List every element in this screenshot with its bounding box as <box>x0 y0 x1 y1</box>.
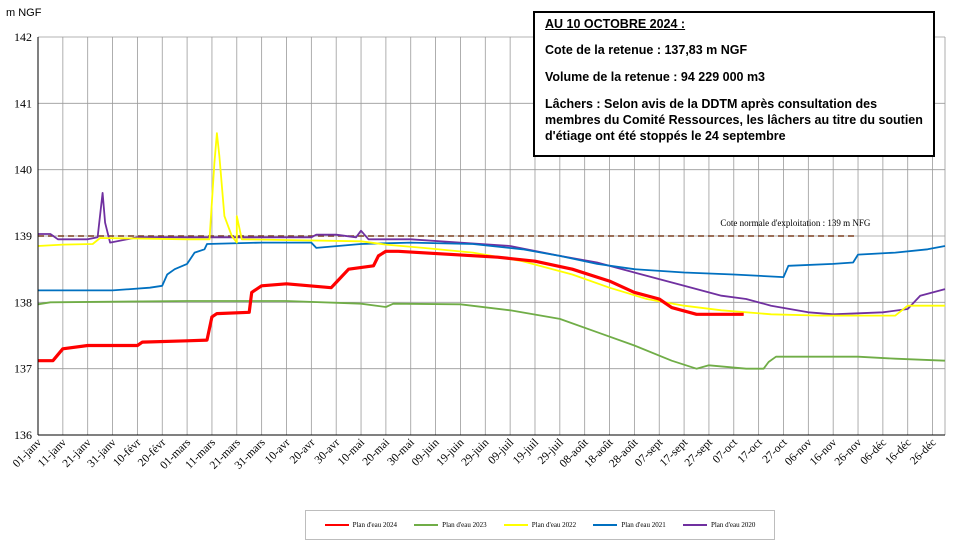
x-tick-label: 10-mai <box>336 437 368 469</box>
series-line <box>38 241 946 292</box>
y-tick-label: 142 <box>14 30 32 44</box>
legend-label: Plan d'eau 2020 <box>710 521 756 529</box>
series-line <box>38 249 744 363</box>
series-lines <box>37 132 946 370</box>
chart-legend: Plan d'eau 2024 Plan d'eau 2023 Plan d'eau… <box>305 510 775 540</box>
legend-label: Plan d'eau 2021 <box>621 521 666 529</box>
x-tick-label: 20-mai <box>360 437 392 469</box>
legend-swatch <box>414 524 439 526</box>
legend-item: Plan d'eau 2023 <box>414 521 487 529</box>
info-volume: Volume de la retenue : 94 229 000 m3 <box>545 70 766 84</box>
series-line <box>38 192 946 316</box>
x-tick-label: 31-janv <box>85 436 119 470</box>
x-tick-label: 20-avr <box>288 437 318 467</box>
y-axis-title: m NGF <box>6 7 42 19</box>
y-tick-label: 141 <box>14 96 32 110</box>
x-tick-label: 19-juil <box>511 437 541 467</box>
info-cote: Cote de la retenue : 137,83 m NGF <box>545 43 748 57</box>
x-tick-label: 16-nov <box>808 436 840 468</box>
legend-swatch <box>682 524 707 526</box>
x-tick-label: 29-juin <box>459 436 491 468</box>
legend-label: Plan d'eau 2024 <box>352 521 397 529</box>
legend-item: Plan d'eau 2024 <box>324 521 397 529</box>
legend-swatch <box>593 524 618 526</box>
y-tick-label: 138 <box>14 295 32 309</box>
x-tick-label: 10-avr <box>263 437 293 467</box>
info-date-title: AU 10 OCTOBRE 2024 : <box>545 17 686 31</box>
y-tick-label: 140 <box>14 163 32 177</box>
legend-item: Plan d'eau 2021 <box>593 521 666 529</box>
y-tick-label: 136 <box>14 428 32 442</box>
x-tick-label: 09-juil <box>486 437 516 467</box>
x-tick-label: 07-oct <box>711 436 741 466</box>
y-tick-label: 139 <box>14 229 32 243</box>
x-axis-ticks: 01-janv11-janv21-janv31-janv10-févr20-fé… <box>11 436 939 472</box>
legend-swatch <box>324 524 349 526</box>
legend-label: Plan d'eau 2023 <box>442 521 487 529</box>
legend-item: Plan d'eau 2022 <box>503 521 577 529</box>
x-tick-label: 26-déc <box>908 437 939 468</box>
x-tick-label: 17-oct <box>735 436 765 466</box>
x-tick-label: 27-sept <box>683 436 716 469</box>
x-tick-label: 06-nov <box>783 436 815 468</box>
legend-swatch <box>503 524 528 526</box>
series-line <box>37 300 946 370</box>
series-line <box>37 132 945 317</box>
y-tick-label: 137 <box>14 362 32 376</box>
legend-label: Plan d'eau 2022 <box>531 521 577 529</box>
reference-line-label: Cote normale d'exploitation : 139 m NFG <box>720 218 871 228</box>
info-lachers: Lâchers : Selon avis de la DDTM après co… <box>545 97 923 143</box>
legend-item: Plan d'eau 2020 <box>682 521 756 529</box>
x-tick-label: 26-nov <box>833 436 865 468</box>
y-axis-ticks: 136 137 138 139 140 141 142 <box>14 30 32 442</box>
status-info-box: AU 10 OCTOBRE 2024 : Cote de la retenue … <box>533 11 935 157</box>
x-tick-label: 06-déc <box>858 437 889 468</box>
x-tick-label: 16-déc <box>883 437 914 468</box>
